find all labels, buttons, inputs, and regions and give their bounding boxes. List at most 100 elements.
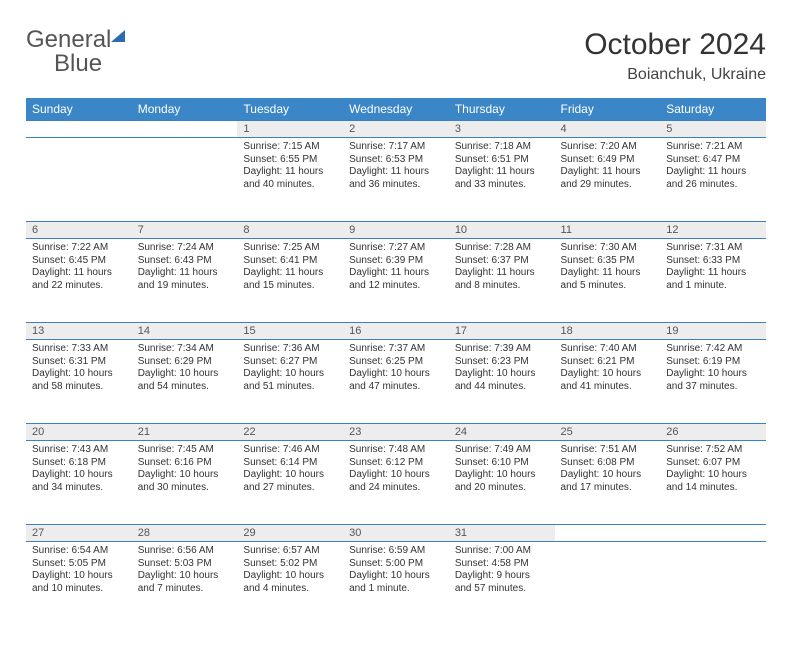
daynum-row: 20212223242526 <box>26 424 766 441</box>
sunset-line: Sunset: 5:05 PM <box>32 558 126 571</box>
day-number-cell: 10 <box>449 222 555 239</box>
calendar-page: General Blue October 2024 Boianchuk, Ukr… <box>0 0 792 646</box>
day-cell-body: Sunrise: 7:36 AMSunset: 6:27 PMDaylight:… <box>237 340 343 395</box>
sunset-line: Sunset: 6:51 PM <box>455 154 549 167</box>
day-cell: Sunrise: 7:51 AMSunset: 6:08 PMDaylight:… <box>555 441 661 525</box>
brand-word-1: General <box>26 26 111 53</box>
day-cell: Sunrise: 6:57 AMSunset: 5:02 PMDaylight:… <box>237 542 343 626</box>
sunset-line: Sunset: 6:41 PM <box>243 255 337 268</box>
day-number-cell: 28 <box>132 525 238 542</box>
day-cell: Sunrise: 7:39 AMSunset: 6:23 PMDaylight:… <box>449 340 555 424</box>
day-cell-body: Sunrise: 7:52 AMSunset: 6:07 PMDaylight:… <box>660 441 766 496</box>
weekday-header: Friday <box>555 98 661 121</box>
day-cell-body: Sunrise: 7:46 AMSunset: 6:14 PMDaylight:… <box>237 441 343 496</box>
daylight-line: Daylight: 10 hours and 51 minutes. <box>243 368 337 393</box>
day-cell: Sunrise: 7:20 AMSunset: 6:49 PMDaylight:… <box>555 138 661 222</box>
daylight-line: Daylight: 10 hours and 30 minutes. <box>138 469 232 494</box>
day-cell-body: Sunrise: 7:28 AMSunset: 6:37 PMDaylight:… <box>449 239 555 294</box>
daylight-line: Daylight: 11 hours and 8 minutes. <box>455 267 549 292</box>
daylight-line: Daylight: 10 hours and 24 minutes. <box>349 469 443 494</box>
day-cell-body: Sunrise: 7:00 AMSunset: 4:58 PMDaylight:… <box>449 542 555 597</box>
daylight-line: Daylight: 10 hours and 47 minutes. <box>349 368 443 393</box>
day-cell-body: Sunrise: 7:43 AMSunset: 6:18 PMDaylight:… <box>26 441 132 496</box>
daylight-line: Daylight: 10 hours and 34 minutes. <box>32 469 126 494</box>
sunset-line: Sunset: 6:45 PM <box>32 255 126 268</box>
day-cell-body: Sunrise: 7:24 AMSunset: 6:43 PMDaylight:… <box>132 239 238 294</box>
sunset-line: Sunset: 6:31 PM <box>32 356 126 369</box>
sunset-line: Sunset: 6:39 PM <box>349 255 443 268</box>
sunrise-line: Sunrise: 7:27 AM <box>349 242 443 255</box>
day-cell: Sunrise: 7:37 AMSunset: 6:25 PMDaylight:… <box>343 340 449 424</box>
day-cell: Sunrise: 7:33 AMSunset: 6:31 PMDaylight:… <box>26 340 132 424</box>
daylight-line: Daylight: 10 hours and 14 minutes. <box>666 469 760 494</box>
day-number-cell <box>555 525 661 542</box>
day-number-cell: 23 <box>343 424 449 441</box>
sunset-line: Sunset: 6:07 PM <box>666 457 760 470</box>
weekday-header: Thursday <box>449 98 555 121</box>
week-row: Sunrise: 7:15 AMSunset: 6:55 PMDaylight:… <box>26 138 766 222</box>
day-cell-body: Sunrise: 7:45 AMSunset: 6:16 PMDaylight:… <box>132 441 238 496</box>
day-cell: Sunrise: 7:15 AMSunset: 6:55 PMDaylight:… <box>237 138 343 222</box>
sunset-line: Sunset: 6:55 PM <box>243 154 337 167</box>
sunset-line: Sunset: 6:23 PM <box>455 356 549 369</box>
brand-text: General Blue <box>26 28 111 76</box>
daylight-line: Daylight: 11 hours and 22 minutes. <box>32 267 126 292</box>
weekday-header: Saturday <box>660 98 766 121</box>
day-cell-body: Sunrise: 6:54 AMSunset: 5:05 PMDaylight:… <box>26 542 132 597</box>
month-title: October 2024 <box>584 28 766 62</box>
day-cell: Sunrise: 7:48 AMSunset: 6:12 PMDaylight:… <box>343 441 449 525</box>
day-number-cell: 30 <box>343 525 449 542</box>
sunset-line: Sunset: 6:21 PM <box>561 356 655 369</box>
day-number-cell: 17 <box>449 323 555 340</box>
sunrise-line: Sunrise: 7:34 AM <box>138 343 232 356</box>
header: General Blue October 2024 Boianchuk, Ukr… <box>26 28 766 84</box>
day-number-cell: 21 <box>132 424 238 441</box>
daylight-line: Daylight: 11 hours and 26 minutes. <box>666 166 760 191</box>
location-label: Boianchuk, Ukraine <box>584 66 766 84</box>
day-cell: Sunrise: 7:25 AMSunset: 6:41 PMDaylight:… <box>237 239 343 323</box>
sunrise-line: Sunrise: 7:43 AM <box>32 444 126 457</box>
day-cell: Sunrise: 7:28 AMSunset: 6:37 PMDaylight:… <box>449 239 555 323</box>
weekday-header-row: Sunday Monday Tuesday Wednesday Thursday… <box>26 98 766 121</box>
day-cell-body: Sunrise: 7:33 AMSunset: 6:31 PMDaylight:… <box>26 340 132 395</box>
sunrise-line: Sunrise: 7:49 AM <box>455 444 549 457</box>
sunrise-line: Sunrise: 7:28 AM <box>455 242 549 255</box>
day-number-cell: 20 <box>26 424 132 441</box>
day-number-cell: 24 <box>449 424 555 441</box>
day-cell-body: Sunrise: 7:30 AMSunset: 6:35 PMDaylight:… <box>555 239 661 294</box>
sunset-line: Sunset: 6:19 PM <box>666 356 760 369</box>
sunrise-line: Sunrise: 7:39 AM <box>455 343 549 356</box>
sunrise-line: Sunrise: 7:52 AM <box>666 444 760 457</box>
daylight-line: Daylight: 10 hours and 37 minutes. <box>666 368 760 393</box>
daylight-line: Daylight: 10 hours and 7 minutes. <box>138 570 232 595</box>
sunrise-line: Sunrise: 7:31 AM <box>666 242 760 255</box>
sunset-line: Sunset: 6:29 PM <box>138 356 232 369</box>
day-cell: Sunrise: 7:30 AMSunset: 6:35 PMDaylight:… <box>555 239 661 323</box>
day-cell: Sunrise: 7:31 AMSunset: 6:33 PMDaylight:… <box>660 239 766 323</box>
sunrise-line: Sunrise: 7:36 AM <box>243 343 337 356</box>
calendar-body: 12345Sunrise: 7:15 AMSunset: 6:55 PMDayl… <box>26 121 766 626</box>
weekday-header: Sunday <box>26 98 132 121</box>
day-cell-body: Sunrise: 7:17 AMSunset: 6:53 PMDaylight:… <box>343 138 449 193</box>
daylight-line: Daylight: 11 hours and 12 minutes. <box>349 267 443 292</box>
day-cell-body: Sunrise: 6:59 AMSunset: 5:00 PMDaylight:… <box>343 542 449 597</box>
daylight-line: Daylight: 9 hours and 57 minutes. <box>455 570 549 595</box>
day-number-cell: 27 <box>26 525 132 542</box>
daylight-line: Daylight: 10 hours and 58 minutes. <box>32 368 126 393</box>
day-cell: Sunrise: 7:34 AMSunset: 6:29 PMDaylight:… <box>132 340 238 424</box>
day-cell: Sunrise: 7:21 AMSunset: 6:47 PMDaylight:… <box>660 138 766 222</box>
day-number-cell: 13 <box>26 323 132 340</box>
day-number-cell: 3 <box>449 121 555 138</box>
sunset-line: Sunset: 6:53 PM <box>349 154 443 167</box>
day-cell-body: Sunrise: 7:25 AMSunset: 6:41 PMDaylight:… <box>237 239 343 294</box>
sunrise-line: Sunrise: 7:42 AM <box>666 343 760 356</box>
day-cell-body: Sunrise: 7:31 AMSunset: 6:33 PMDaylight:… <box>660 239 766 294</box>
day-number-cell: 16 <box>343 323 449 340</box>
day-cell: Sunrise: 7:17 AMSunset: 6:53 PMDaylight:… <box>343 138 449 222</box>
sunrise-line: Sunrise: 7:40 AM <box>561 343 655 356</box>
daynum-row: 6789101112 <box>26 222 766 239</box>
day-cell: Sunrise: 7:40 AMSunset: 6:21 PMDaylight:… <box>555 340 661 424</box>
day-cell: Sunrise: 6:59 AMSunset: 5:00 PMDaylight:… <box>343 542 449 626</box>
sunrise-line: Sunrise: 6:59 AM <box>349 545 443 558</box>
daylight-line: Daylight: 10 hours and 10 minutes. <box>32 570 126 595</box>
